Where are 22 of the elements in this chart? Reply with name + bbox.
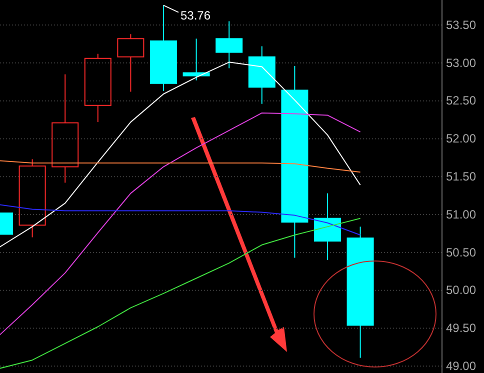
y-tick-label: 52.50 [446, 94, 476, 108]
candlestick [346, 226, 374, 358]
line-series [0, 218, 361, 369]
y-tick-label: 51.50 [446, 169, 476, 184]
line-series [0, 62, 361, 248]
y-tick-label: 53.50 [446, 18, 476, 32]
line-series [0, 112, 361, 336]
candlestick [281, 65, 308, 258]
candlestick [216, 20, 243, 69]
line-series [0, 160, 361, 173]
candlestick [52, 74, 79, 184]
annotation: 53.76 [180, 8, 211, 22]
y-tick-label: 50.50 [446, 245, 476, 260]
candlestick [314, 192, 341, 261]
y-tick-label: 53.00 [446, 56, 476, 70]
y-tick-label: 52.00 [446, 132, 476, 146]
candlestick [248, 46, 276, 104]
y-tick-label: 50.00 [446, 283, 476, 298]
y-tick-label: 51.00 [446, 207, 476, 222]
line-series [0, 204, 361, 236]
y-tick-label: 49.50 [446, 321, 476, 336]
y-tick-label: 49.00 [446, 359, 476, 373]
